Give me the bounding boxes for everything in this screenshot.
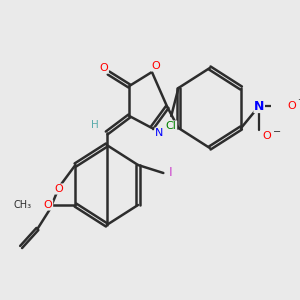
Text: H: H	[91, 120, 99, 130]
Text: O: O	[151, 61, 160, 71]
Text: Cl: Cl	[166, 121, 177, 131]
Text: +: +	[297, 94, 300, 103]
Text: N: N	[254, 100, 264, 112]
Text: O: O	[44, 200, 52, 210]
Text: O: O	[287, 101, 296, 111]
Text: O: O	[262, 131, 271, 141]
Text: CH₃: CH₃	[14, 200, 32, 210]
Text: O: O	[100, 63, 108, 73]
Text: O: O	[55, 184, 64, 194]
Text: N: N	[155, 128, 163, 138]
Text: I: I	[169, 167, 172, 179]
Text: −: −	[273, 127, 281, 137]
